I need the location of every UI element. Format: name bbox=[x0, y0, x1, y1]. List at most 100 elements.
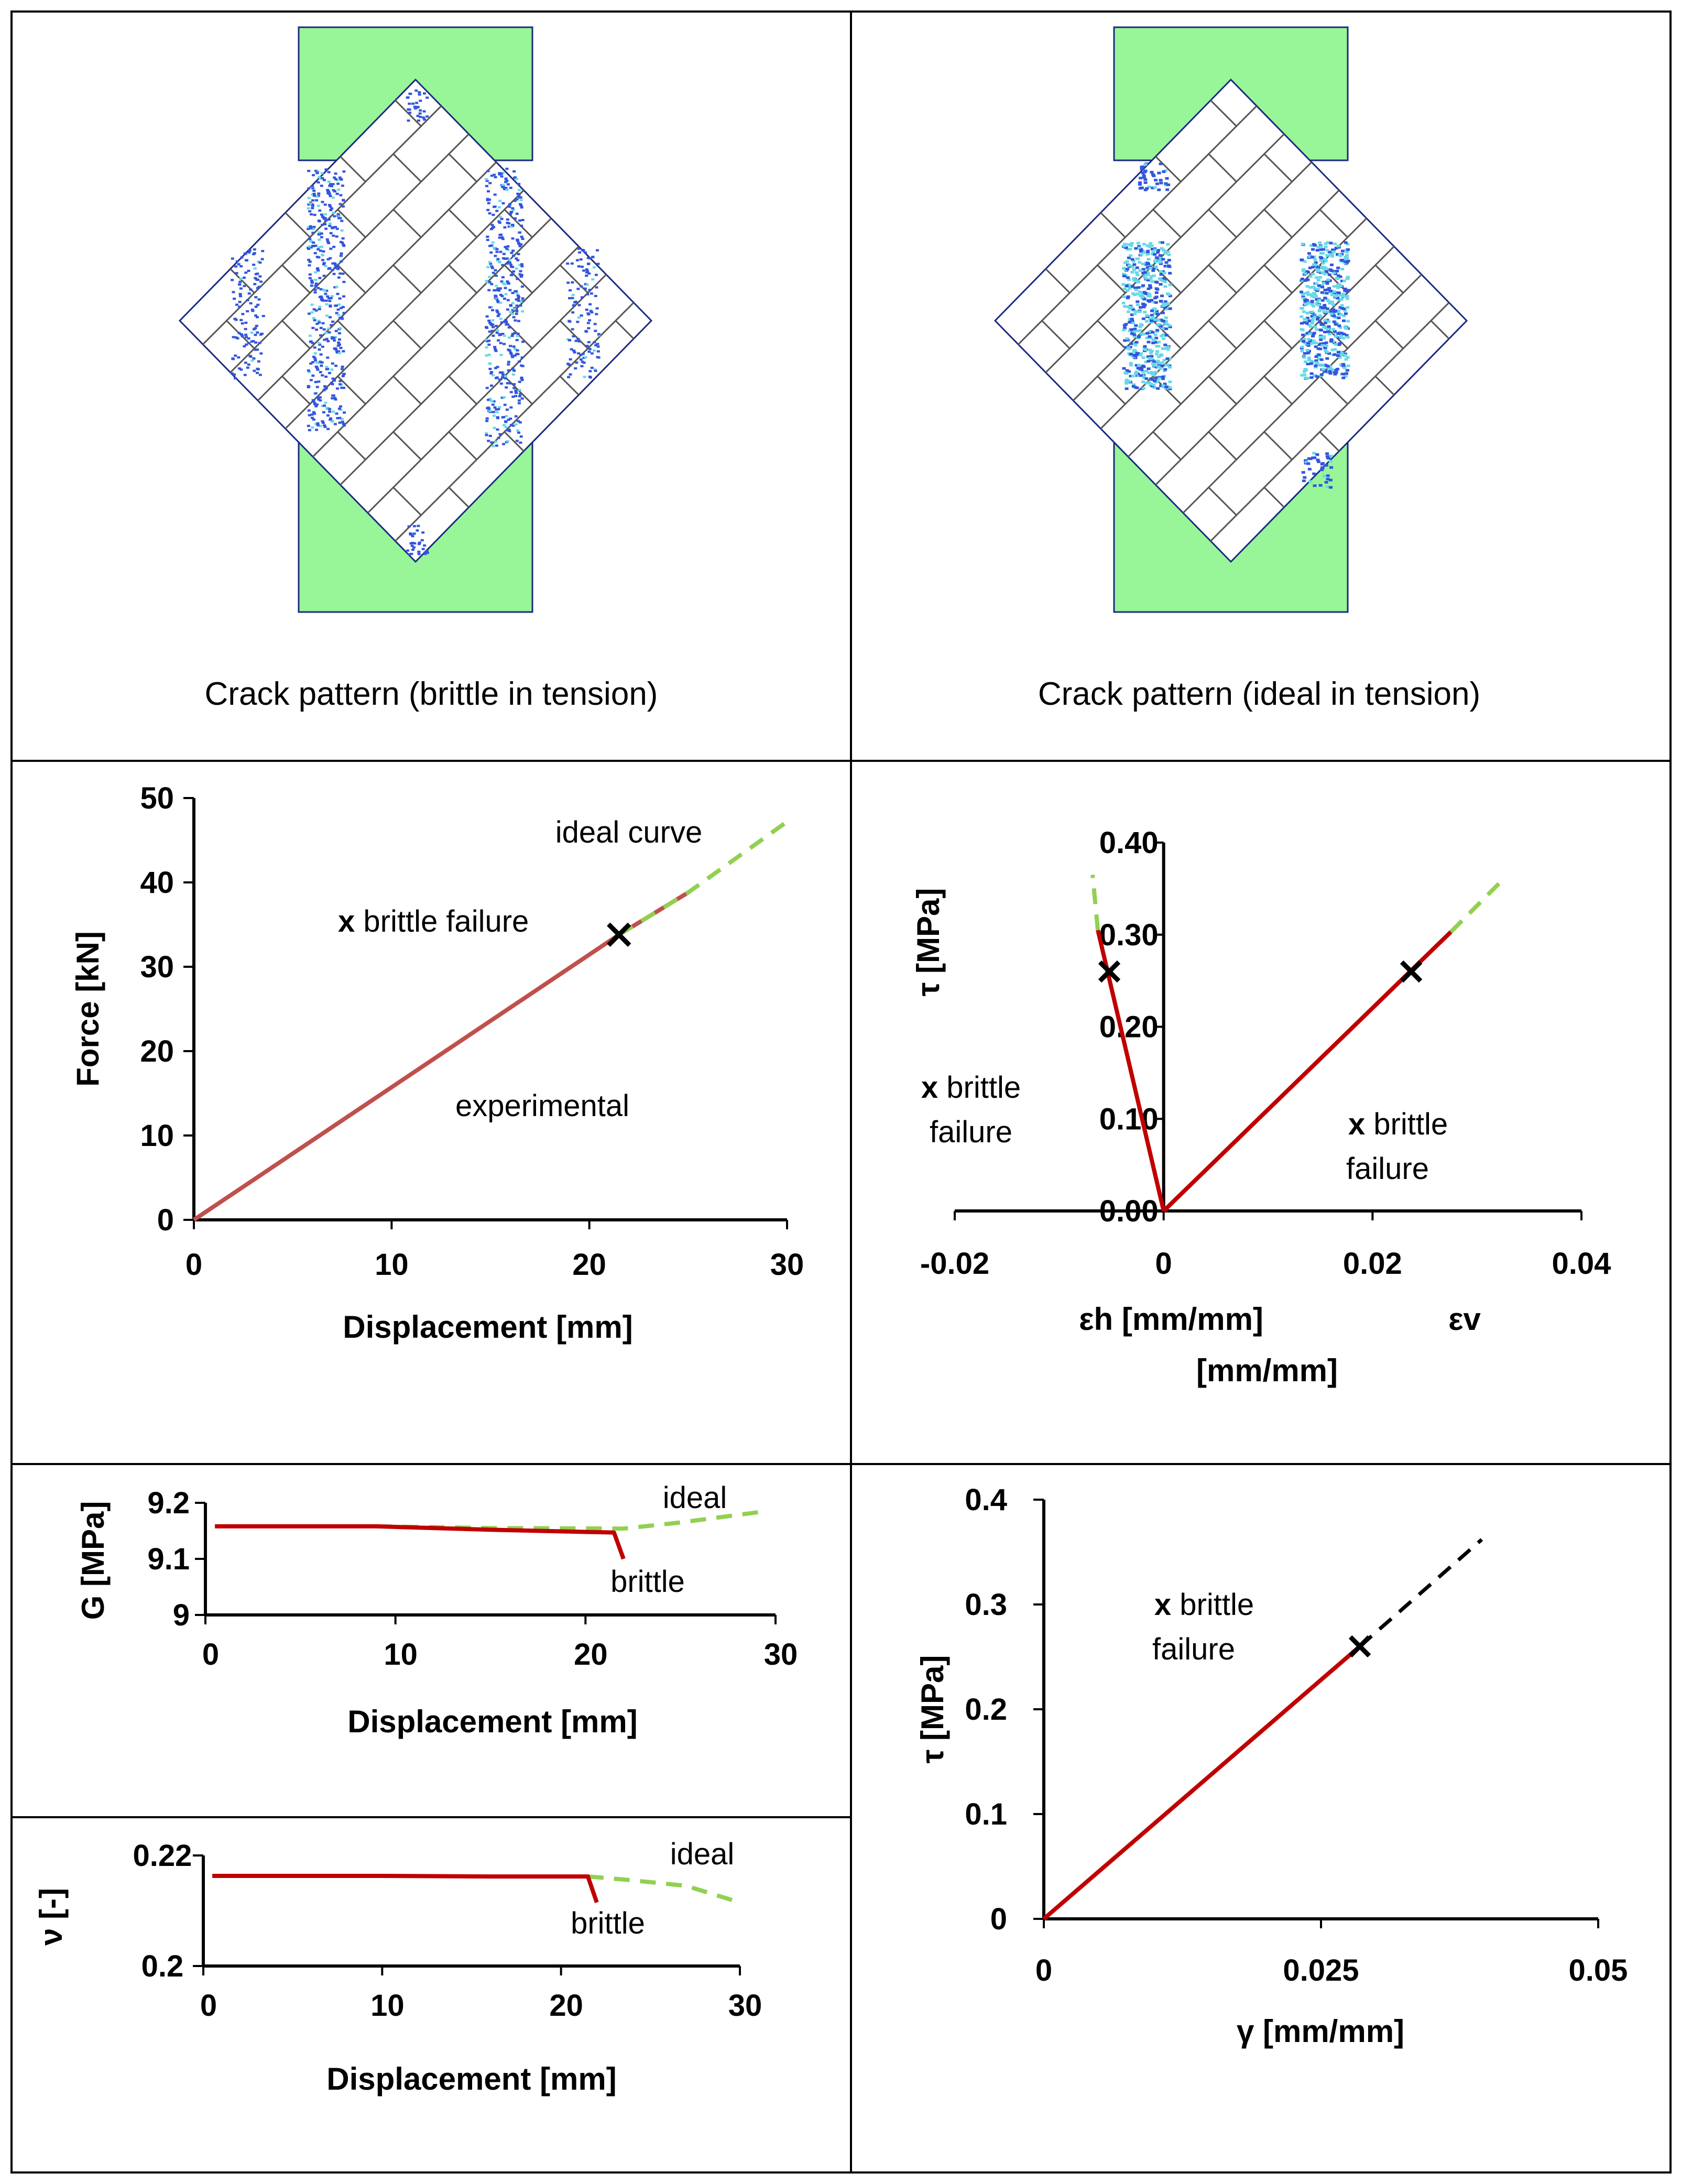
crack-mark bbox=[595, 307, 599, 310]
crack-mark bbox=[514, 354, 517, 357]
crack-mark bbox=[341, 237, 345, 240]
crack-mark bbox=[1308, 332, 1312, 335]
crack-mark bbox=[1311, 272, 1315, 276]
crack-mark bbox=[1326, 477, 1330, 481]
crack-mark bbox=[1147, 185, 1151, 189]
crack-mark bbox=[1325, 307, 1329, 310]
crack-mark bbox=[494, 255, 497, 257]
crack-mark bbox=[584, 251, 587, 254]
crack-mark bbox=[336, 292, 340, 296]
crack-mark bbox=[1306, 301, 1311, 304]
crack-mark bbox=[585, 283, 589, 286]
crack-mark bbox=[494, 294, 497, 297]
crack-mark bbox=[254, 341, 258, 344]
crack-mark bbox=[1328, 254, 1333, 257]
brick-joint-head bbox=[392, 320, 422, 350]
crack-mark bbox=[487, 319, 491, 322]
crack-mark bbox=[597, 333, 601, 335]
crack-mark bbox=[317, 256, 321, 259]
crack-mark bbox=[596, 350, 600, 353]
crack-mark bbox=[1136, 300, 1140, 303]
crack-mark bbox=[326, 258, 330, 260]
crack-mark bbox=[235, 260, 239, 263]
crack-mark bbox=[511, 367, 515, 370]
crack-mark bbox=[246, 299, 249, 302]
crack-mark bbox=[330, 185, 333, 188]
crack-mark bbox=[1313, 325, 1317, 329]
crack-mark bbox=[1151, 362, 1155, 365]
crack-mark bbox=[330, 324, 333, 326]
crack-mark bbox=[575, 361, 578, 364]
crack-mark bbox=[336, 182, 340, 185]
crack-mark bbox=[1319, 468, 1324, 472]
crack-mark bbox=[1143, 163, 1148, 166]
crack-mark bbox=[419, 100, 422, 102]
crack-mark bbox=[341, 420, 344, 423]
crack-mark bbox=[319, 295, 323, 298]
crack-mark bbox=[488, 182, 492, 184]
crack-mark bbox=[521, 237, 525, 241]
crack-mark bbox=[234, 336, 238, 339]
crack-mark bbox=[1164, 261, 1169, 264]
crack-mark bbox=[1319, 323, 1324, 326]
crack-mark bbox=[1317, 343, 1322, 346]
crack-mark bbox=[506, 248, 510, 252]
crack-mark bbox=[1132, 351, 1136, 354]
crack-mark bbox=[314, 279, 318, 281]
crack-mark bbox=[1157, 363, 1161, 366]
crack-mark bbox=[1161, 333, 1165, 336]
x-tick-label: 0.04 bbox=[1552, 1247, 1611, 1281]
crack-mark bbox=[342, 170, 346, 173]
crack-mark bbox=[328, 184, 332, 187]
crack-mark bbox=[1345, 334, 1349, 337]
crack-mark bbox=[1326, 474, 1330, 477]
crack-mark bbox=[511, 266, 515, 268]
crack-mark bbox=[1166, 264, 1171, 267]
crack-mark bbox=[321, 420, 324, 423]
crack-mark bbox=[314, 423, 318, 425]
crack-mark bbox=[314, 309, 318, 312]
crack-mark bbox=[321, 421, 325, 424]
crack-mark bbox=[1168, 387, 1172, 390]
crack-mark bbox=[1138, 261, 1142, 264]
crack-mark bbox=[258, 374, 262, 376]
crack-mark bbox=[1308, 255, 1312, 258]
crack-mark bbox=[316, 422, 320, 424]
crack-mark bbox=[1161, 320, 1165, 323]
crack-mark bbox=[499, 293, 503, 296]
crack-mark bbox=[1127, 264, 1131, 267]
crack-mark bbox=[588, 319, 592, 322]
crack-mark bbox=[582, 269, 586, 272]
crack-mark bbox=[515, 312, 518, 315]
crack-mark bbox=[416, 529, 419, 532]
crack-mark bbox=[423, 553, 427, 555]
crack-mark bbox=[1310, 310, 1314, 313]
crack-mark bbox=[493, 346, 497, 348]
crack-mark bbox=[1312, 313, 1316, 316]
crack-mark bbox=[516, 420, 520, 422]
crack-mark bbox=[1134, 372, 1138, 375]
crack-mark bbox=[1143, 271, 1147, 274]
brick-joint-head bbox=[1097, 320, 1126, 350]
crack-mark bbox=[337, 217, 341, 220]
crack-pattern-ideal: Crack pattern (ideal in tension) bbox=[994, 26, 1480, 712]
crack-mark bbox=[240, 256, 244, 259]
crack-mark bbox=[587, 272, 591, 275]
crack-mark bbox=[323, 217, 326, 220]
crack-mark bbox=[328, 408, 332, 410]
crack-mark bbox=[335, 192, 339, 195]
crack-mark bbox=[313, 252, 317, 255]
crack-mark bbox=[1163, 252, 1167, 255]
crack-mark bbox=[1324, 321, 1328, 324]
crack-mark bbox=[493, 246, 496, 249]
crack-mark bbox=[1142, 176, 1147, 179]
crack-mark bbox=[1301, 292, 1305, 296]
crack-mark bbox=[315, 328, 319, 331]
brick-joint-head bbox=[448, 320, 477, 350]
crack-mark bbox=[309, 341, 312, 343]
crack-mark bbox=[491, 241, 495, 244]
crack-mark bbox=[408, 112, 412, 114]
y-axis-label: Force [kN] bbox=[70, 931, 105, 1087]
crack-mark bbox=[1328, 302, 1332, 305]
